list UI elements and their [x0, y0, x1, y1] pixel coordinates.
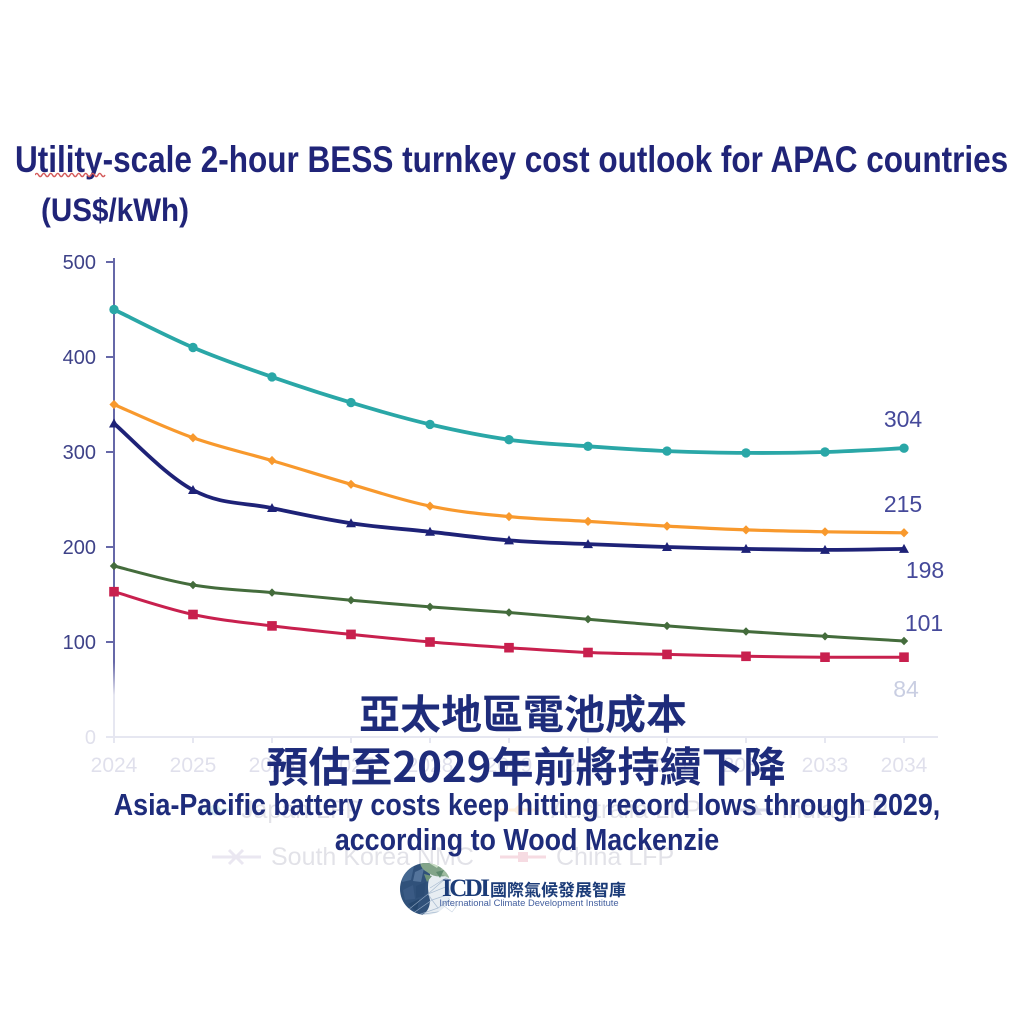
- svg-text:198: 198: [906, 557, 944, 583]
- svg-text:100: 100: [63, 632, 96, 654]
- svg-text:215: 215: [884, 491, 922, 517]
- svg-text:400: 400: [63, 347, 96, 369]
- svg-text:84: 84: [893, 676, 919, 702]
- svg-text:300: 300: [63, 442, 96, 464]
- svg-text:ICDI: ICDI: [442, 875, 490, 902]
- svg-text:International Climate Developm: International Climate Development Instit…: [439, 897, 618, 908]
- svg-text:101: 101: [905, 610, 943, 636]
- svg-text:200: 200: [63, 537, 96, 559]
- svg-text:500: 500: [63, 252, 96, 274]
- svg-text:304: 304: [884, 406, 923, 432]
